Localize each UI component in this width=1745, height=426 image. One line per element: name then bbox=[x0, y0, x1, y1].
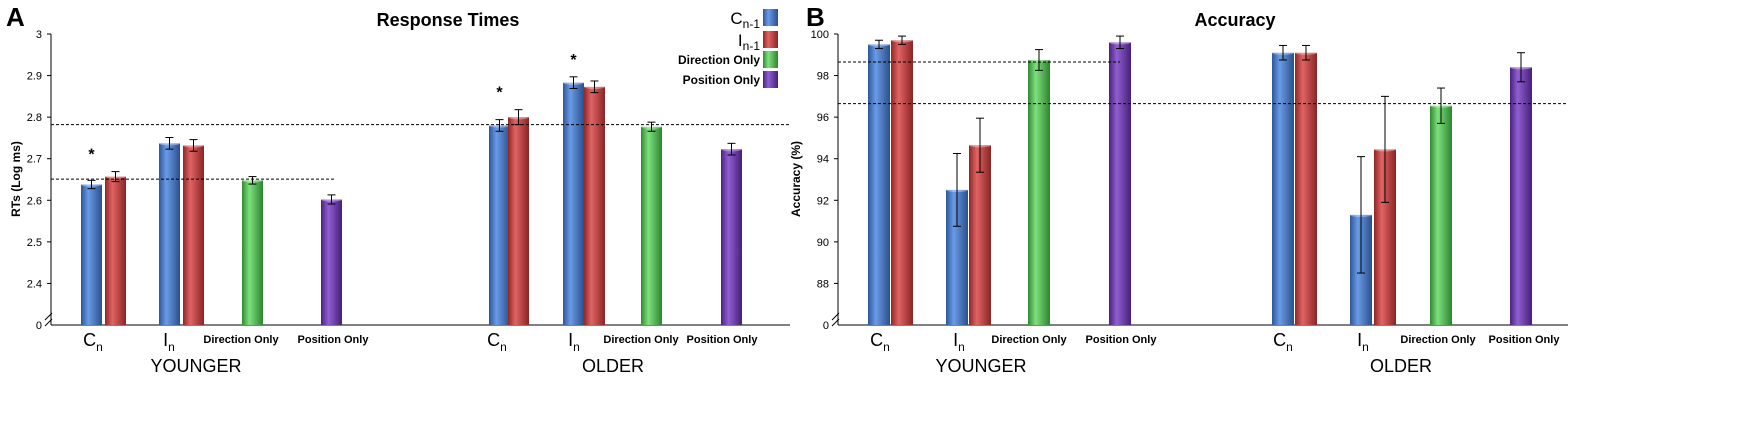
legend-position-swatch bbox=[763, 71, 778, 88]
legend-cn1-label: Cn-1 bbox=[730, 9, 760, 31]
rt-y-tick-label: 2.7 bbox=[27, 154, 42, 166]
rt-old-direction-label: Direction Only bbox=[603, 334, 679, 346]
rt-young-cn-label: Cn bbox=[83, 330, 103, 354]
acc-y-tick-label: 88 bbox=[817, 278, 829, 290]
rt-bar-younger-position-only-position bbox=[321, 199, 342, 325]
rt-y-tick-label: 2.8 bbox=[27, 112, 42, 124]
rt-old-in-label: In bbox=[568, 330, 580, 354]
acc-y-axis-label: Accuracy (%) bbox=[789, 141, 803, 217]
acc-axis-break bbox=[831, 312, 840, 327]
acc-bar-younger-cn-in1 bbox=[891, 40, 913, 325]
acc-y-tick-label: 98 bbox=[817, 71, 829, 83]
acc-bar-older-in-in1 bbox=[1374, 149, 1396, 325]
panel-a-letter: A bbox=[6, 2, 25, 32]
rt-y-tick-label: 2.5 bbox=[27, 237, 42, 249]
acc-bar-older-cn-cn1 bbox=[1272, 52, 1294, 325]
acc-bar-younger-cn-cn1 bbox=[868, 44, 890, 326]
rt-plot-area: * * * bbox=[51, 52, 790, 326]
acc-y-tick-label: 96 bbox=[817, 112, 829, 124]
acc-group-younger: YOUNGER bbox=[935, 356, 1026, 376]
acc-young-position-label: Position Only bbox=[1086, 334, 1158, 346]
rt-y-axis-label: RTs (Log ms) bbox=[9, 141, 23, 217]
acc-y-base-label: 0 bbox=[823, 320, 829, 332]
rt-old-position-label: Position Only bbox=[687, 334, 759, 346]
rt-bar-older-direction-only-direction bbox=[641, 126, 662, 325]
legend-position-label: Position Only bbox=[683, 73, 761, 87]
acc-group-older: OLDER bbox=[1370, 356, 1432, 376]
legend-in1-swatch bbox=[763, 31, 778, 48]
acc-old-position-label: Position Only bbox=[1489, 334, 1561, 346]
rt-significance-star: * bbox=[570, 52, 577, 69]
legend: Cn-1 In-1 Direction Only Position Only bbox=[678, 9, 778, 88]
acc-chart-title: Accuracy bbox=[1194, 10, 1275, 30]
rt-chart-title: Response Times bbox=[377, 10, 520, 30]
rt-group-younger: YOUNGER bbox=[150, 356, 241, 376]
rt-young-position-label: Position Only bbox=[298, 334, 370, 346]
acc-bar-older-direction-only-direction bbox=[1430, 105, 1452, 325]
acc-y-tick-label: 94 bbox=[817, 154, 829, 166]
acc-young-direction-label: Direction Only bbox=[991, 334, 1067, 346]
acc-bar-older-cn-in1 bbox=[1295, 52, 1317, 325]
rt-bar-older-cn-cn1 bbox=[489, 125, 510, 325]
legend-in1-label: In-1 bbox=[738, 31, 760, 53]
acc-y-tick-label: 100 bbox=[811, 29, 829, 41]
rt-group-older: OLDER bbox=[582, 356, 644, 376]
rt-axis-break bbox=[44, 312, 53, 327]
rt-young-in-label: In bbox=[163, 330, 175, 354]
acc-ticks: 88 90 92 94 96 98 100 bbox=[811, 29, 838, 290]
acc-old-direction-label: Direction Only bbox=[1400, 334, 1476, 346]
rt-bar-older-position-only-position bbox=[721, 149, 742, 325]
rt-bar-older-cn-in1 bbox=[508, 117, 529, 326]
rt-y-tick-label: 2.6 bbox=[27, 195, 42, 207]
rt-y-base-label: 0 bbox=[36, 320, 42, 332]
rt-significance-star: * bbox=[496, 85, 503, 102]
legend-direction-label: Direction Only bbox=[678, 53, 760, 67]
rt-ticks: 2.4 2.5 2.6 2.7 2.8 2.9 3 bbox=[27, 29, 51, 290]
acc-bar-younger-position-only-position bbox=[1109, 42, 1131, 326]
rt-significance-star: * bbox=[88, 147, 95, 164]
acc-old-in-label: In bbox=[1357, 330, 1369, 354]
rt-bar-younger-cn-cn1 bbox=[81, 184, 102, 325]
rt-bar-younger-in-in1 bbox=[183, 145, 204, 325]
acc-young-cn-label: Cn bbox=[870, 330, 890, 354]
acc-bar-younger-direction-only-direction bbox=[1028, 59, 1050, 325]
acc-young-in-label: In bbox=[953, 330, 965, 354]
acc-bar-younger-in-in1 bbox=[969, 145, 991, 325]
rt-y-tick-label: 3 bbox=[36, 29, 42, 41]
legend-cn1-swatch bbox=[763, 9, 778, 26]
rt-bar-younger-cn-in1 bbox=[105, 176, 126, 325]
rt-bar-older-in-in1 bbox=[584, 86, 605, 325]
acc-plot-area bbox=[838, 35, 1568, 326]
acc-bar-older-position-only-position bbox=[1510, 67, 1532, 325]
legend-direction-swatch bbox=[763, 51, 778, 68]
acc-y-tick-label: 90 bbox=[817, 237, 829, 249]
acc-bar-younger-in-cn1 bbox=[946, 189, 968, 325]
rt-y-tick-label: 2.9 bbox=[27, 71, 42, 83]
acc-y-tick-label: 92 bbox=[817, 195, 829, 207]
rt-young-direction-label: Direction Only bbox=[203, 334, 279, 346]
rt-old-cn-label: Cn bbox=[487, 330, 507, 354]
rt-bar-older-in-cn1 bbox=[563, 82, 584, 325]
rt-bar-younger-in-cn1 bbox=[159, 143, 180, 325]
panel-b-letter: B bbox=[806, 2, 825, 32]
acc-old-cn-label: Cn bbox=[1273, 330, 1293, 354]
rt-bar-younger-direction-only-direction bbox=[242, 180, 263, 325]
rt-y-tick-label: 2.4 bbox=[27, 278, 42, 290]
